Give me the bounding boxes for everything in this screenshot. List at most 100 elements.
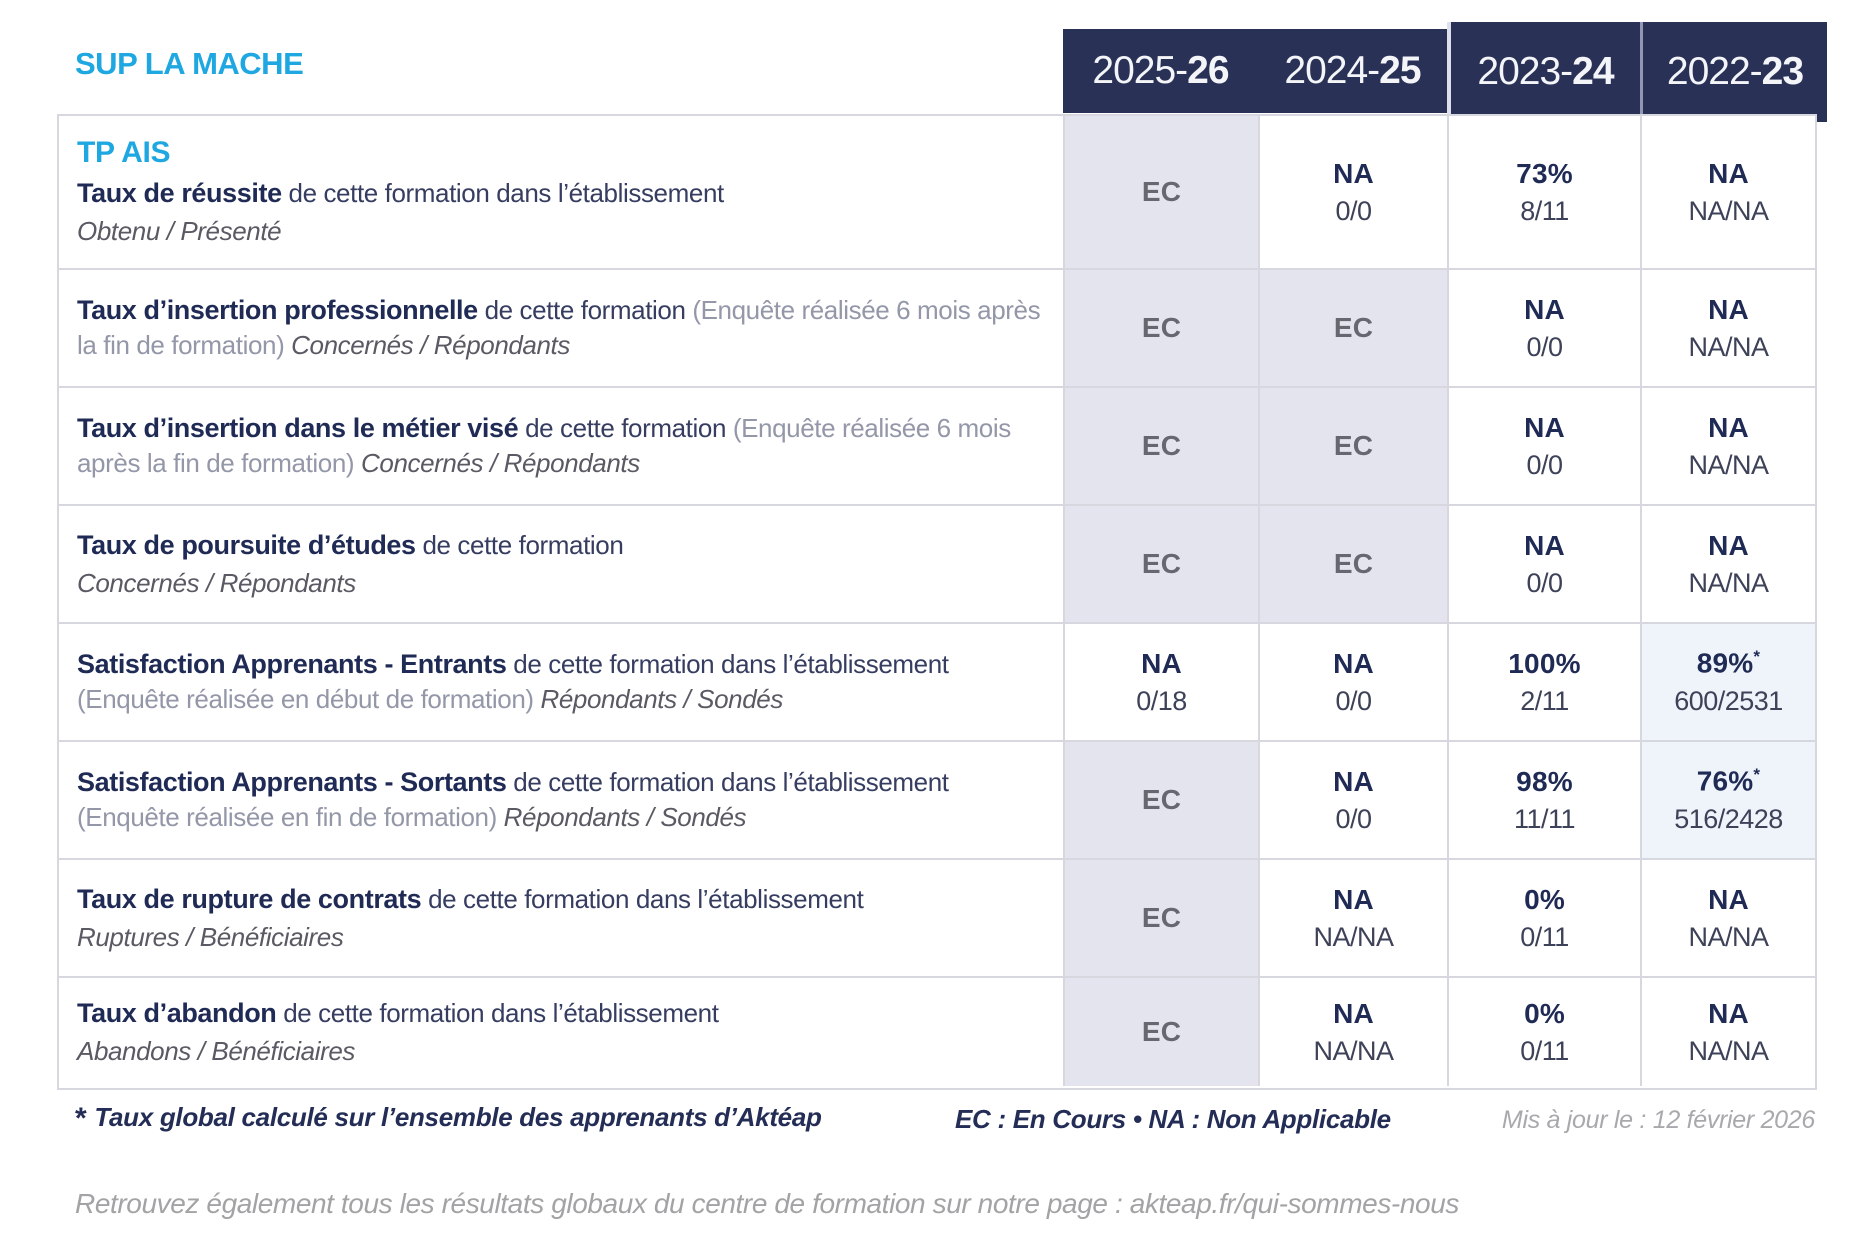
cell-sub-value: NA/NA xyxy=(1313,921,1394,952)
cell-main-value: EC xyxy=(1141,1016,1182,1047)
value-cell: EC xyxy=(1063,270,1258,386)
indicator-title: Satisfaction Apprenants - Entrants xyxy=(77,649,507,679)
table-row: Taux d’insertion professionnelle de cett… xyxy=(59,268,1815,386)
cell-main-value: EC xyxy=(1333,312,1374,343)
indicator-label: Taux d’abandon de cette formation dans l… xyxy=(59,978,1063,1086)
value-cell: EC xyxy=(1258,388,1447,504)
value-cell: NA 0/0 xyxy=(1258,742,1447,858)
cell-main-value: NA xyxy=(1524,529,1565,561)
indicator-ratio-label: Obtenu / Présenté xyxy=(77,216,282,246)
cell-main-value: 0% xyxy=(1524,883,1565,915)
cell-main-value: 76%* xyxy=(1696,765,1761,797)
abbreviation-legend: EC : En Cours • NA : Non Applicable xyxy=(955,1104,1391,1134)
indicator-title: Taux de rupture de contrats xyxy=(77,884,422,914)
cell-sub-value: 0/0 xyxy=(1335,195,1372,226)
cell-sub-value: 2/11 xyxy=(1520,685,1569,716)
cell-main-value: NA xyxy=(1333,157,1374,189)
value-cell: EC xyxy=(1063,742,1258,858)
cell-main-value: EC xyxy=(1141,430,1182,461)
cell-sub-value: 0/18 xyxy=(1136,685,1187,716)
value-cell: 100% 2/11 xyxy=(1447,624,1640,740)
cell-sub-value: 0/11 xyxy=(1520,1035,1569,1066)
value-cell: NA NA/NA xyxy=(1640,978,1815,1086)
indicator-title: Satisfaction Apprenants - Sortants xyxy=(77,767,507,797)
cell-main-value: EC xyxy=(1141,784,1182,815)
table-row: TP AIS Taux de réussite de cette formati… xyxy=(59,116,1815,268)
value-cell: NA NA/NA xyxy=(1640,270,1815,386)
value-cell: EC xyxy=(1063,116,1258,268)
cell-main-value: 89%* xyxy=(1696,647,1761,679)
value-cell: NA NA/NA xyxy=(1640,116,1815,268)
year-header-2024-25: 2024- 25 xyxy=(1258,29,1447,113)
brand-title: SUP LA MACHE xyxy=(75,46,304,81)
cell-sub-value: 600/2531 xyxy=(1674,685,1783,716)
value-cell: NA NA/NA xyxy=(1640,506,1815,622)
value-cell: EC xyxy=(1063,978,1258,1086)
cell-main-value: NA xyxy=(1708,157,1749,189)
cell-sub-value: 0/0 xyxy=(1526,449,1563,480)
table-row: Taux de poursuite d’études de cette form… xyxy=(59,504,1815,622)
cell-sub-value: 0/0 xyxy=(1335,803,1372,834)
year-header-2022-23: 2022- 23 xyxy=(1640,22,1827,122)
indicator-title: Taux d’insertion professionnelle xyxy=(77,295,478,325)
cell-main-value: NA xyxy=(1708,411,1749,443)
cell-main-value: NA xyxy=(1708,293,1749,325)
global-rate-footnote: * Taux global calculé sur l’ensemble des … xyxy=(75,1102,822,1135)
indicator-description: de cette formation dans l’établissement xyxy=(506,767,949,797)
cell-main-value: NA xyxy=(1333,883,1374,915)
year-prefix: 2022- xyxy=(1666,50,1763,93)
indicator-ratio-label: Répondants / Sondés xyxy=(496,802,747,832)
table-row: Satisfaction Apprenants - Sortants de ce… xyxy=(59,740,1815,858)
value-cell: EC xyxy=(1258,506,1447,622)
value-cell: 76%* 516/2428 xyxy=(1640,742,1815,858)
last-updated-date: Mis à jour le : 12 février 2026 xyxy=(1501,1106,1815,1134)
indicator-description: de cette formation xyxy=(415,530,624,560)
indicator-ratio-label: Concernés / Répondants xyxy=(284,330,570,360)
indicator-description: de cette formation dans l’établissement xyxy=(421,884,864,914)
indicator-description: de cette formation dans l’établissement xyxy=(276,998,719,1028)
asterisk-marker: * xyxy=(75,1102,87,1135)
indicator-label: TP AIS Taux de réussite de cette formati… xyxy=(59,116,1063,268)
cell-sub-value: 0/11 xyxy=(1520,921,1569,952)
indicator-survey-note: (Enquête réalisée 6 mois après la fin de… xyxy=(77,295,1041,360)
value-cell: 73% 8/11 xyxy=(1447,116,1640,268)
year-header-2023-24: 2023- 24 xyxy=(1447,22,1640,122)
cell-main-value: EC xyxy=(1333,548,1374,579)
cell-main-value: EC xyxy=(1141,176,1182,207)
indicator-ratio-label: Répondants / Sondés xyxy=(533,684,783,714)
global-results-note: Retrouvez également tous les résultats g… xyxy=(75,1188,1459,1219)
cell-main-value: NA xyxy=(1333,765,1374,797)
value-cell: 0% 0/11 xyxy=(1447,978,1640,1086)
year-suffix: 23 xyxy=(1761,50,1804,93)
indicator-title: Taux d’abandon xyxy=(77,998,277,1028)
indicator-ratio-label: Concernés / Répondants xyxy=(354,448,640,478)
footer-line: * Taux global calculé sur l’ensemble des … xyxy=(75,1102,1815,1146)
indicator-survey-note: (Enquête réalisée en fin de formation) xyxy=(77,802,497,832)
cell-main-value: 100% xyxy=(1508,647,1581,679)
cell-main-value: 98% xyxy=(1516,765,1573,797)
indicator-ratio-label: Ruptures / Bénéficiaires xyxy=(77,922,344,952)
value-cell: NA 0/18 xyxy=(1063,624,1258,740)
table-row: Satisfaction Apprenants - Entrants de ce… xyxy=(59,622,1815,740)
cell-main-value: NA xyxy=(1524,293,1565,325)
indicator-description: de cette formation dans l’établissement xyxy=(281,178,725,208)
indicator-survey-note: (Enquête réalisée en début de formation) xyxy=(77,684,534,714)
cell-main-value: NA xyxy=(1708,883,1749,915)
table-row: Taux d’insertion dans le métier visé de … xyxy=(59,386,1815,504)
cell-main-value: NA xyxy=(1333,647,1374,679)
cell-sub-value: 0/0 xyxy=(1526,331,1563,362)
cell-main-value: 0% xyxy=(1524,997,1565,1029)
indicator-label: Satisfaction Apprenants - Sortants de ce… xyxy=(59,742,1063,858)
indicator-survey-note: (Enquête réalisée 6 mois après la fin de… xyxy=(77,413,1011,478)
asterisk-marker: * xyxy=(1753,647,1761,667)
value-cell: NA 0/0 xyxy=(1447,270,1640,386)
value-cell: 98% 11/11 xyxy=(1447,742,1640,858)
year-header-row: 2025- 26 2024- 25 2023- 24 2022- 23 xyxy=(1063,22,1827,122)
value-cell: NA NA/NA xyxy=(1640,860,1815,976)
cell-main-value: NA xyxy=(1708,997,1749,1029)
indicator-ratio-label: Concernés / Répondants xyxy=(77,568,356,598)
value-cell: 89%* 600/2531 xyxy=(1640,624,1815,740)
year-prefix: 2025- xyxy=(1092,49,1188,92)
cell-sub-value: 0/0 xyxy=(1335,685,1372,716)
program-title: TP AIS xyxy=(77,136,171,169)
